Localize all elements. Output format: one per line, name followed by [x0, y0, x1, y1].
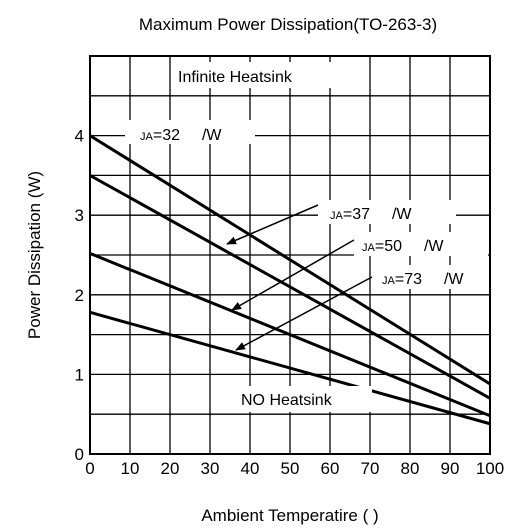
- r73-sub: JA: [382, 275, 396, 287]
- series-line-4: [89, 310, 491, 426]
- r50-label: JA=50/W: [362, 238, 444, 255]
- r50-label-bg: [354, 232, 488, 256]
- r73-label: JA=73/W: [382, 271, 464, 288]
- r37-sub: JA: [330, 210, 344, 222]
- series-group: [89, 134, 491, 426]
- arrow-r73: [235, 276, 373, 351]
- x-tick-label: 50: [281, 459, 300, 478]
- x-axis-label: Ambient Temperatire ( ): [201, 506, 378, 525]
- r37-val: =37: [343, 206, 370, 223]
- series-line-2: [89, 174, 491, 400]
- x-tick-label: 100: [476, 459, 504, 478]
- y-tick-label: 0: [75, 445, 84, 464]
- r50-sub: JA: [362, 242, 376, 254]
- y-tick-label: 4: [75, 127, 84, 146]
- r32-sub: JA: [140, 131, 154, 143]
- x-tick-label: 90: [441, 459, 460, 478]
- r73-val: =73: [395, 271, 422, 288]
- y-tick-labels: 0 1 2 3 4: [75, 127, 84, 464]
- y-axis-label: Power Dissipation (W): [25, 171, 44, 339]
- series-line-1: [89, 134, 491, 386]
- arrow-r50: [231, 239, 355, 311]
- x-tick-label: 20: [161, 459, 180, 478]
- x-tick-label: 30: [201, 459, 220, 478]
- no-heatsink-label-bg: [236, 386, 372, 412]
- r32-unit: /W: [202, 127, 222, 144]
- series-line-3: [89, 252, 491, 418]
- x-tick-label: 40: [241, 459, 260, 478]
- r50-unit: /W: [424, 238, 444, 255]
- r32-label: JA=32/W: [140, 127, 222, 144]
- chart-title: Maximum Power Dissipation(TO-263-3): [139, 15, 437, 34]
- r32-val: =32: [153, 127, 180, 144]
- r73-unit: /W: [444, 271, 464, 288]
- x-tick-label: 80: [401, 459, 420, 478]
- r73-label-bg: [372, 265, 488, 289]
- y-tick-label: 1: [75, 365, 84, 384]
- r32-label-bg: [125, 120, 255, 144]
- r37-label: JA=37/W: [330, 206, 412, 223]
- x-tick-label: 70: [361, 459, 380, 478]
- y-tick-label: 3: [75, 206, 84, 225]
- x-tick-label: 10: [121, 459, 140, 478]
- infinite-heatsink-label: Infinite Heatsink: [178, 69, 293, 86]
- no-heatsink-label: NO Heatsink: [241, 392, 333, 409]
- x-tick-label: 0: [85, 459, 94, 478]
- x-tick-label: 60: [321, 459, 340, 478]
- x-tick-labels: 0 10 20 30 40 50 60 70 80 90 100: [85, 459, 504, 478]
- arrow-r37: [226, 204, 319, 245]
- r50-val: =50: [375, 238, 402, 255]
- infinite-label-bg: [172, 62, 332, 88]
- r37-label-bg: [318, 200, 456, 224]
- r37-unit: /W: [392, 206, 412, 223]
- y-tick-label: 2: [75, 286, 84, 305]
